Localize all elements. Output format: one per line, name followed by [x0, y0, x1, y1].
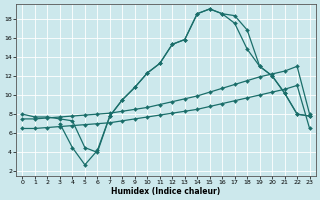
X-axis label: Humidex (Indice chaleur): Humidex (Indice chaleur): [111, 187, 221, 196]
